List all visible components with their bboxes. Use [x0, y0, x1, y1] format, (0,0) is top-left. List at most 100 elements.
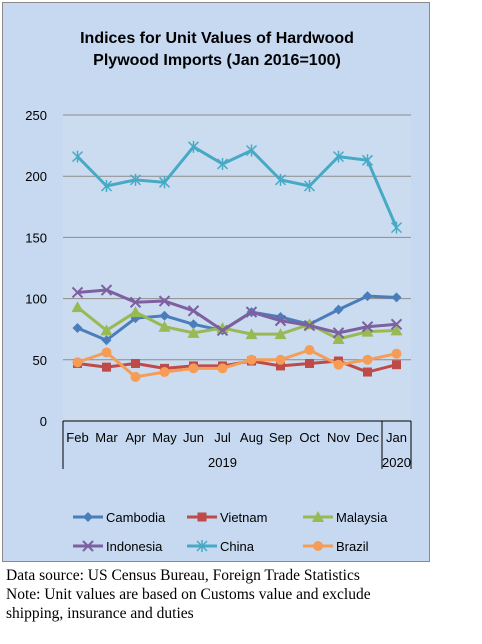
data-point-brazil-mar — [101, 347, 112, 358]
data-point-malaysia-jan — [390, 324, 403, 336]
data-point-vietnam-apr — [131, 358, 140, 368]
chart-title-line-1: Indices for Unit Values of Hardwood — [80, 30, 354, 47]
y-tick-label-250: 250 — [25, 108, 47, 123]
data-point-indonesia-jul — [216, 324, 229, 337]
legend-label-brazil: Brazil — [336, 539, 369, 554]
series-line-indonesia — [77, 288, 397, 335]
data-point-indonesia-nov — [332, 327, 345, 339]
data-point-china-apr — [129, 173, 142, 186]
data-point-china-may — [158, 176, 171, 189]
legend-item-indonesia: Indonesia — [73, 539, 163, 554]
data-point-malaysia-sep — [274, 328, 287, 340]
data-point-cambodia-mar — [101, 335, 112, 346]
data-point-cambodia-may — [159, 310, 170, 321]
data-point-brazil-dec — [362, 354, 373, 365]
data-point-china-oct — [303, 179, 316, 192]
series-line-china — [76, 145, 398, 229]
data-point-china-sep — [274, 173, 287, 186]
data-point-malaysia-mar — [100, 324, 113, 336]
y-tick-label-100: 100 — [25, 292, 47, 307]
legend-item-cambodia: Cambodia — [73, 510, 166, 525]
legend-label-china: China — [220, 539, 255, 554]
data-point-malaysia-aug — [245, 328, 258, 340]
x-tick-label-mar: Mar — [95, 430, 118, 445]
legend-marker-malaysia — [312, 511, 324, 522]
x-tick-label-oct: Oct — [299, 430, 320, 445]
legend-marker-vietnam — [197, 512, 207, 522]
legend-label-vietnam: Vietnam — [220, 510, 267, 525]
series-indonesia — [71, 284, 403, 339]
data-point-china-feb — [71, 150, 84, 163]
data-point-malaysia-may — [158, 320, 171, 332]
legend-item-malaysia: Malaysia — [303, 510, 388, 525]
data-point-indonesia-may — [158, 295, 171, 307]
year-label-2020: 2020 — [382, 455, 411, 470]
legend-item-china: China — [187, 539, 255, 554]
x-tick-label-aug: Aug — [240, 430, 263, 445]
series-china — [71, 140, 403, 234]
data-point-cambodia-jun — [188, 319, 199, 330]
data-point-vietnam-oct — [305, 358, 314, 368]
data-point-cambodia-feb — [72, 322, 83, 333]
x-tick-label-may: May — [152, 430, 177, 445]
chart-frame: Indices for Unit Values of Hardwood Plywo… — [2, 2, 430, 562]
plot-area — [63, 115, 411, 421]
data-point-vietnam-jan — [392, 360, 401, 370]
legend-marker-china — [196, 540, 208, 552]
data-point-china-dec — [361, 154, 374, 167]
note-line-2: shipping, insurance and duties — [6, 605, 194, 622]
data-point-indonesia-oct — [303, 319, 316, 332]
data-point-china-jun — [187, 140, 200, 153]
data-point-brazil-oct — [304, 345, 315, 356]
data-point-china-jul — [216, 157, 229, 170]
data-point-vietnam-mar — [102, 362, 111, 372]
data-point-indonesia-jan — [390, 318, 403, 331]
legend-marker-cambodia — [83, 512, 93, 522]
legend-item-vietnam: Vietnam — [187, 510, 267, 525]
data-point-brazil-sep — [275, 354, 286, 365]
data-point-vietnam-sep — [276, 361, 285, 371]
legend-label-cambodia: Cambodia — [106, 510, 166, 525]
data-point-indonesia-feb — [71, 286, 84, 299]
x-tick-label-jun: Jun — [183, 430, 204, 445]
data-point-malaysia-nov — [332, 332, 345, 344]
data-point-brazil-jun — [188, 363, 199, 374]
chart-notes: Data source: US Census Bureau, Foreign T… — [6, 566, 480, 623]
data-point-indonesia-jun — [187, 305, 200, 317]
x-tick-label-dec: Dec — [356, 430, 380, 445]
legend-label-indonesia: Indonesia — [106, 539, 163, 554]
data-point-brazil-aug — [246, 354, 257, 365]
data-point-brazil-may — [159, 367, 170, 378]
line-chart: Indices for Unit Values of Hardwood Plywo… — [25, 30, 412, 554]
legend-label-malaysia: Malaysia — [336, 510, 388, 525]
data-point-malaysia-feb — [71, 301, 84, 313]
y-tick-label-150: 150 — [25, 230, 47, 245]
year-label-2019: 2019 — [208, 455, 237, 470]
data-point-china-aug — [245, 144, 258, 157]
data-point-indonesia-sep — [274, 314, 287, 327]
data-point-indonesia-dec — [361, 321, 374, 333]
legend: Cambodia Vietnam Malaysia Indonesia China Bra… — [73, 510, 388, 554]
data-point-brazil-jul — [217, 363, 228, 374]
data-point-china-nov — [332, 150, 345, 163]
legend-marker-indonesia — [82, 540, 94, 552]
data-point-indonesia-aug — [245, 306, 258, 318]
data-point-brazil-jan — [391, 348, 402, 359]
data-point-brazil-feb — [72, 357, 83, 368]
note-line-1: Note: Unit values are based on Customs v… — [6, 586, 371, 603]
series-brazil — [72, 345, 402, 382]
x-tick-label-jul: Jul — [214, 430, 231, 445]
legend-marker-brazil — [313, 541, 323, 551]
data-point-china-mar — [100, 179, 113, 192]
data-point-cambodia-jan — [391, 292, 402, 303]
x-tick-label-sep: Sep — [269, 430, 292, 445]
x-tick-label-jan: Jan — [386, 430, 407, 445]
data-point-malaysia-apr — [129, 306, 142, 318]
x-tick-label-feb: Feb — [66, 430, 88, 445]
data-point-china-jan — [390, 221, 403, 234]
legend-item-brazil: Brazil — [303, 539, 369, 554]
data-point-malaysia-dec — [361, 325, 374, 337]
data-point-indonesia-apr — [129, 296, 142, 308]
data-point-cambodia-nov — [333, 304, 344, 315]
data-point-indonesia-mar — [100, 284, 113, 296]
